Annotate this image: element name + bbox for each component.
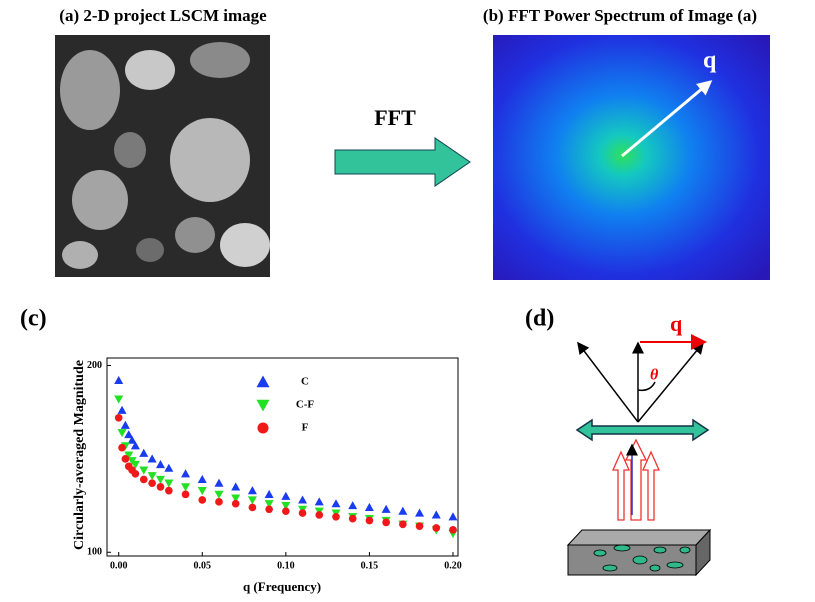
point — [298, 495, 307, 503]
point — [315, 497, 324, 505]
point — [432, 510, 441, 518]
q-label: q — [703, 48, 717, 74]
point — [198, 475, 207, 483]
y-tick-label: 200 — [87, 360, 102, 371]
point — [416, 522, 424, 530]
point — [164, 464, 173, 472]
point — [132, 470, 140, 478]
micrograph — [55, 35, 270, 277]
point — [148, 479, 156, 487]
point — [118, 406, 127, 414]
y-tick-label: 100 — [87, 547, 102, 558]
point — [114, 395, 123, 403]
point — [448, 512, 457, 520]
point — [332, 513, 340, 521]
point — [198, 487, 207, 495]
point — [299, 509, 307, 517]
figure: (a) 2-D project LSCM image (b) FFT Power… — [0, 0, 815, 602]
fft-label: FFT — [374, 105, 416, 130]
panel-b-title: (b) FFT Power Spectrum of Image (a) — [483, 6, 757, 25]
point — [139, 466, 148, 474]
point — [232, 500, 240, 508]
point — [382, 519, 390, 527]
point — [249, 504, 257, 512]
point — [148, 472, 157, 480]
point — [348, 501, 357, 509]
point — [432, 524, 440, 532]
q-vector-label: q — [670, 311, 683, 336]
point — [214, 491, 223, 499]
x-tick-label: 0.20 — [444, 560, 462, 571]
point — [248, 486, 257, 494]
point — [156, 460, 165, 468]
fft-arrow — [335, 138, 470, 186]
point — [164, 480, 173, 488]
point — [265, 490, 274, 498]
point — [281, 492, 290, 500]
legend-label: C — [301, 376, 309, 388]
point — [214, 479, 223, 487]
point — [349, 515, 357, 523]
point — [398, 507, 407, 515]
point — [118, 444, 126, 452]
point — [282, 507, 290, 515]
point — [415, 509, 424, 517]
point — [382, 505, 391, 513]
point — [114, 376, 123, 384]
point — [181, 483, 190, 491]
point — [157, 483, 165, 491]
panel-c-label: (c) — [20, 306, 47, 332]
panel-a-title: (a) 2-D project LSCM image — [59, 6, 267, 25]
legend-marker — [257, 400, 270, 412]
legend-marker — [257, 422, 268, 433]
point — [399, 520, 407, 528]
point — [165, 487, 173, 495]
legend-label: C-F — [296, 399, 315, 411]
y-axis-label: Circularly-averaged Magnitude — [72, 360, 87, 550]
point — [365, 503, 374, 511]
point — [182, 491, 190, 499]
point — [139, 449, 148, 457]
point — [248, 496, 257, 504]
x-tick-label: 0.00 — [110, 560, 128, 571]
point — [315, 511, 323, 519]
point — [121, 421, 130, 429]
scattering-diagram — [568, 342, 710, 575]
panel-d-label: (d) — [525, 306, 554, 332]
point — [449, 526, 457, 534]
x-tick-label: 0.15 — [361, 560, 379, 571]
point — [215, 498, 223, 506]
x-axis-label: q (Frequency) — [243, 579, 321, 594]
fft-spectrum — [493, 35, 770, 280]
point — [331, 499, 340, 507]
point — [118, 429, 127, 437]
point — [198, 496, 206, 504]
point — [231, 482, 240, 490]
point — [156, 476, 165, 484]
point — [366, 517, 374, 525]
point — [122, 455, 130, 463]
theta-label: θ — [650, 367, 659, 384]
point — [181, 469, 190, 477]
point — [265, 505, 273, 513]
x-tick-label: 0.05 — [194, 560, 212, 571]
legend-marker — [257, 376, 270, 388]
point — [148, 454, 157, 462]
point — [115, 414, 123, 422]
x-tick-label: 0.10 — [277, 560, 295, 571]
legend-label: F — [302, 422, 309, 434]
point — [140, 476, 148, 484]
